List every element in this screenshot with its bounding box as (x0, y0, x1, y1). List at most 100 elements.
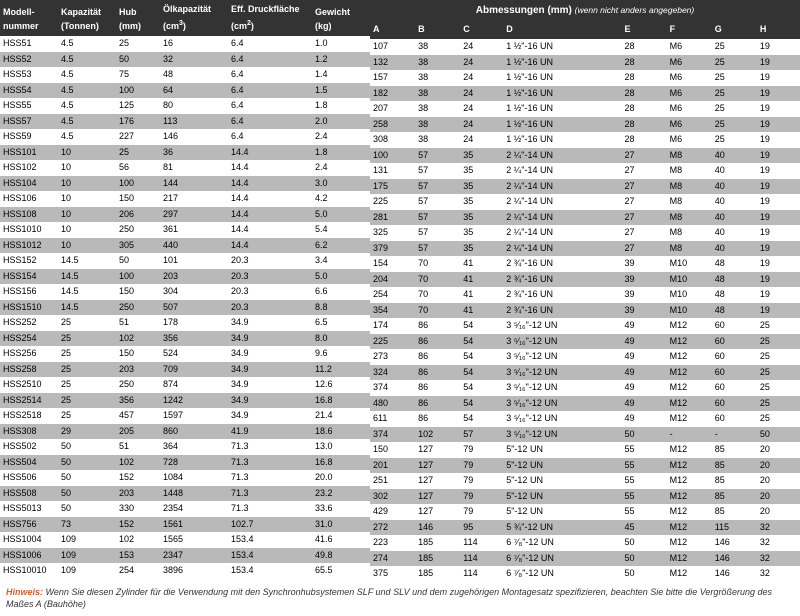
cell-w: 5.0 (312, 207, 370, 223)
cell-dim-B: 38 (415, 132, 460, 148)
cell-dim-F: M12 (667, 318, 712, 334)
cell-dim-G: 146 (712, 535, 757, 551)
cell-oil: 709 (160, 362, 228, 378)
cell-dim-G: 25 (712, 86, 757, 102)
cell-dim-C: 41 (460, 272, 503, 288)
cell-dim-D: 5"-12 UN (503, 458, 621, 474)
cell-dim-H: 19 (757, 272, 800, 288)
cell-dim-B: 57 (415, 225, 460, 241)
table-row: HSS252255117834.96.5 (0, 315, 370, 331)
cell-dim-C: 114 (460, 566, 503, 582)
table-row: 37957352 ¼"-14 UN27M84019 (370, 241, 800, 257)
cell-dim-F: M6 (667, 55, 712, 71)
cell-oil: 203 (160, 269, 228, 285)
table-row: HSS501350330235471.333.6 (0, 501, 370, 517)
cell-hub: 150 (116, 284, 160, 300)
cell-dim-B: 38 (415, 86, 460, 102)
cell-dim-F: M8 (667, 210, 712, 226)
cell-dim-H: 19 (757, 39, 800, 55)
table-row: 20470412 ¾"-16 UN39M104819 (370, 272, 800, 288)
cell-dim-D: 2 ¼"-14 UN (503, 194, 621, 210)
cell-press: 6.4 (228, 114, 312, 130)
table-row: 32557352 ¼"-14 UN27M84019 (370, 225, 800, 241)
table-row: 15470412 ¾"-16 UN39M104819 (370, 256, 800, 272)
cell-dim-C: 54 (460, 318, 503, 334)
cell-cap: 10 (58, 222, 116, 238)
cell-dim-H: 32 (757, 535, 800, 551)
table-row: HSS10101025036114.45.4 (0, 222, 370, 238)
table-row: HSS15414.510020320.35.0 (0, 269, 370, 285)
cell-m: HSS102 (0, 160, 58, 176)
cell-dim-H: 25 (757, 365, 800, 381)
cell-dim-D: 6 ⁷⁄₈"-12 UN (503, 566, 621, 582)
right-header-group-row: Abmessungen (mm) (wenn nicht anders ange… (370, 0, 800, 20)
cell-hub: 153 (116, 548, 160, 564)
cell-dim-D: 2 ¼"-14 UN (503, 225, 621, 241)
cell-dim-E: 39 (621, 272, 666, 288)
cell-dim-G: 25 (712, 39, 757, 55)
cell-dim-G: 85 (712, 458, 757, 474)
cell-dim-H: 25 (757, 396, 800, 412)
cell-cap: 4.5 (58, 52, 116, 68)
cell-w: 9.6 (312, 346, 370, 362)
cell-cap: 14.5 (58, 300, 116, 316)
cell-dim-H: 25 (757, 349, 800, 365)
cell-w: 1.8 (312, 98, 370, 114)
cell-oil: 178 (160, 315, 228, 331)
cell-dim-H: 19 (757, 117, 800, 133)
table-row: 272146955 ¾"-12 UN45M1211532 (370, 520, 800, 536)
cell-dim-H: 19 (757, 163, 800, 179)
table-row: HSS10110253614.41.8 (0, 145, 370, 161)
cell-dim-D: 3 ⁵⁄₁₆"-12 UN (503, 318, 621, 334)
cell-oil: 297 (160, 207, 228, 223)
cell-dim-B: 57 (415, 179, 460, 195)
cell-dim-F: M6 (667, 86, 712, 102)
cell-press: 14.4 (228, 207, 312, 223)
cell-dim-A: 182 (370, 86, 415, 102)
cell-cap: 25 (58, 393, 116, 409)
cell-dim-G: 60 (712, 334, 757, 350)
table-row: 15738241 ½"-16 UN28M62519 (370, 70, 800, 86)
cell-dim-D: 3 ⁵⁄₁₆"-12 UN (503, 349, 621, 365)
cell-dim-F: M8 (667, 194, 712, 210)
cell-dim-F: M6 (667, 132, 712, 148)
cell-dim-B: 57 (415, 163, 460, 179)
cell-m: HSS51 (0, 36, 58, 52)
cell-dim-F: M8 (667, 163, 712, 179)
cell-dim-G: 85 (712, 442, 757, 458)
cell-hub: 25 (116, 145, 160, 161)
header-dim-C: C (460, 20, 503, 40)
cell-oil: 507 (160, 300, 228, 316)
cell-w: 1.4 (312, 67, 370, 83)
cell-dim-B: 185 (415, 566, 460, 582)
cell-dim-D: 3 ⁵⁄₁₆"-12 UN (503, 396, 621, 412)
cell-hub: 206 (116, 207, 160, 223)
cell-w: 13.0 (312, 439, 370, 455)
cell-dim-C: 54 (460, 396, 503, 412)
cell-m: HSS258 (0, 362, 58, 378)
cell-dim-F: M12 (667, 334, 712, 350)
cell-dim-A: 207 (370, 101, 415, 117)
cell-dim-H: 25 (757, 380, 800, 396)
cell-dim-C: 114 (460, 551, 503, 567)
cell-dim-F: M12 (667, 551, 712, 567)
cell-dim-D: 1 ½"-16 UN (503, 132, 621, 148)
table-row: 3751851146 ⁷⁄₈"-12 UN50M1214632 (370, 566, 800, 582)
cell-cap: 4.5 (58, 67, 116, 83)
cell-oil: 304 (160, 284, 228, 300)
header-model: Modell-nummer (0, 0, 58, 36)
cell-press: 34.9 (228, 408, 312, 424)
cell-cap: 10 (58, 191, 116, 207)
cell-dim-A: 354 (370, 303, 415, 319)
cell-hub: 25 (116, 36, 160, 52)
cell-oil: 728 (160, 455, 228, 471)
cell-dim-E: 49 (621, 365, 666, 381)
cell-m: HSS5013 (0, 501, 58, 517)
cell-w: 3.0 (312, 176, 370, 192)
table-row: 2741851146 ⁷⁄₈"-12 UN50M1214632 (370, 551, 800, 567)
table-row: HSS15214.55010120.33.4 (0, 253, 370, 269)
cell-dim-C: 24 (460, 117, 503, 133)
cell-dim-E: 27 (621, 241, 666, 257)
cell-dim-G: 40 (712, 225, 757, 241)
cell-dim-H: 19 (757, 132, 800, 148)
